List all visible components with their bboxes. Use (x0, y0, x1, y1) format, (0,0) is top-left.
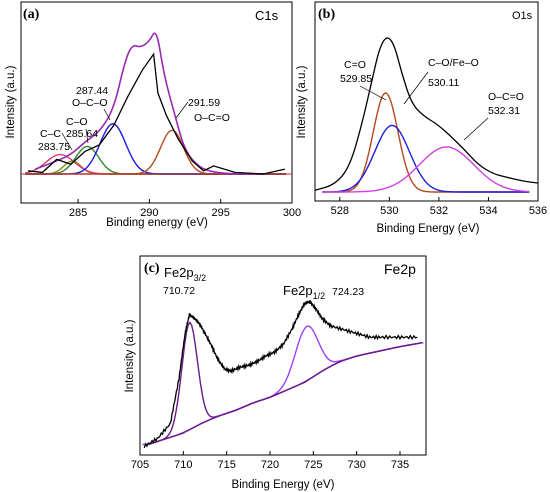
x-tick-label-a-3: 300 (283, 207, 301, 219)
x-tick-label-a-1: 290 (140, 207, 158, 219)
panel-b-xlabel: Binding Energy (eV) (377, 223, 480, 235)
panel-c-letter: (c) (144, 261, 160, 276)
panel-a-title: C1s (255, 8, 279, 23)
peak-label-c-0: Fe2p3/2 (164, 265, 206, 283)
peak-label-c-1: Fe2p1/2 (283, 283, 325, 301)
fit-peak-b-1 (322, 124, 530, 193)
peak-label-a-3: O–C=O (194, 112, 230, 124)
leader-a-0 (61, 132, 73, 151)
x-tick-label-b-2: 532 (430, 205, 448, 217)
x-tick-label-a-2: 295 (212, 207, 230, 219)
peak-energy-a-2: 287.44 (76, 85, 108, 97)
panel-c: (c) Fe2p Intensity (a.u.) Binding Energy… (124, 255, 427, 491)
peak-label-c-1-sub: 1/2 (313, 291, 326, 301)
panel-c-ylabel: Intensity (a.u.) (124, 319, 136, 392)
peak-energy-a-1: 285.64 (66, 128, 98, 140)
peak-energy-a-0: 283.75 (38, 141, 70, 153)
x-tick-label-c-5: 730 (347, 459, 365, 471)
panel-c-curves (142, 299, 424, 449)
raw-data-line-a (28, 52, 286, 175)
x-tick-label-c-1: 710 (174, 459, 192, 471)
peak-energy-b-1: 530.11 (428, 77, 459, 89)
panel-a-ylabel: Intensity (a.u.) (5, 65, 17, 138)
panel-c-title: Fe2p (384, 261, 416, 277)
fit-peak-a-0 (25, 160, 287, 175)
peak-label-b-0: C=O (344, 59, 366, 71)
peak-energy-c-0: 710.72 (163, 285, 195, 297)
panel-a-letter: (a) (23, 7, 40, 22)
x-tick-label-c-2: 715 (217, 459, 235, 471)
x-tick-label-a-0: 285 (69, 207, 87, 219)
peak-energy-b-0: 529.85 (340, 73, 372, 85)
panel-a-xlabel: Binding energy (eV) (106, 217, 208, 229)
peak-label-b-2: O–C=O (488, 91, 524, 103)
x-tick-label-c-4: 725 (304, 459, 322, 471)
panel-b-ticks: 528 530 532 534 536 (331, 197, 547, 217)
leader-b-1 (403, 71, 429, 105)
panel-b: (b) O1s Intensity (a.u.) Binding Energy … (296, 1, 547, 235)
peak-label-a-2: O–C–O (72, 97, 108, 109)
leader-a-3 (175, 101, 189, 119)
x-tick-label-b-1: 530 (380, 205, 398, 217)
fit-peak-c-0 (142, 321, 424, 446)
peak-label-c-1-base: Fe2p (283, 283, 313, 298)
panel-b-curves (314, 37, 539, 193)
panel-a: (a) C1s Intensity (a.u.) Binding energy … (5, 1, 301, 229)
panel-a-ticks: 285 290 295 300 (69, 199, 301, 219)
peak-label-c-0-base: Fe2p (164, 265, 194, 280)
peak-energy-c-1: 724.23 (332, 286, 364, 298)
x-tick-label-b-4: 536 (529, 205, 547, 217)
panel-b-letter: (b) (318, 7, 335, 22)
leader-b-2 (463, 117, 489, 141)
panel-b-ylabel: Intensity (a.u.) (296, 65, 308, 138)
background-line-c (148, 342, 422, 446)
x-tick-label-b-0: 528 (331, 205, 349, 217)
panel-c-xlabel: Binding Energy (eV) (232, 479, 335, 491)
panel-b-title: O1s (512, 10, 533, 22)
peak-energy-a-3: 291.59 (188, 97, 220, 109)
panel-b-frame (314, 1, 539, 202)
leader-a-2 (103, 108, 111, 121)
panel-c-frame (139, 255, 427, 456)
peak-energy-b-2: 532.31 (488, 105, 520, 117)
panel-c-ticks: 705 710 715 720 725 730 735 (131, 451, 409, 471)
peak-label-c-0-sub: 3/2 (194, 273, 207, 283)
x-tick-label-c-3: 720 (261, 459, 279, 471)
leader-a-1 (85, 128, 89, 144)
x-tick-label-b-3: 534 (479, 205, 497, 217)
peak-label-b-1: C–O/Fe–O (428, 57, 479, 69)
leader-b-0 (359, 85, 387, 101)
panel-a-frame (20, 1, 293, 204)
fit-peak-b-2 (322, 146, 530, 193)
x-tick-label-c-0: 705 (131, 459, 149, 471)
x-tick-label-c-6: 735 (391, 459, 409, 471)
raw-data-line-b (314, 37, 539, 191)
panel-a-curves (21, 32, 292, 175)
peak-label-a-0: C–C (40, 128, 61, 140)
peak-label-a-1: C–O (66, 116, 88, 128)
raw-data-line-c (143, 299, 418, 449)
